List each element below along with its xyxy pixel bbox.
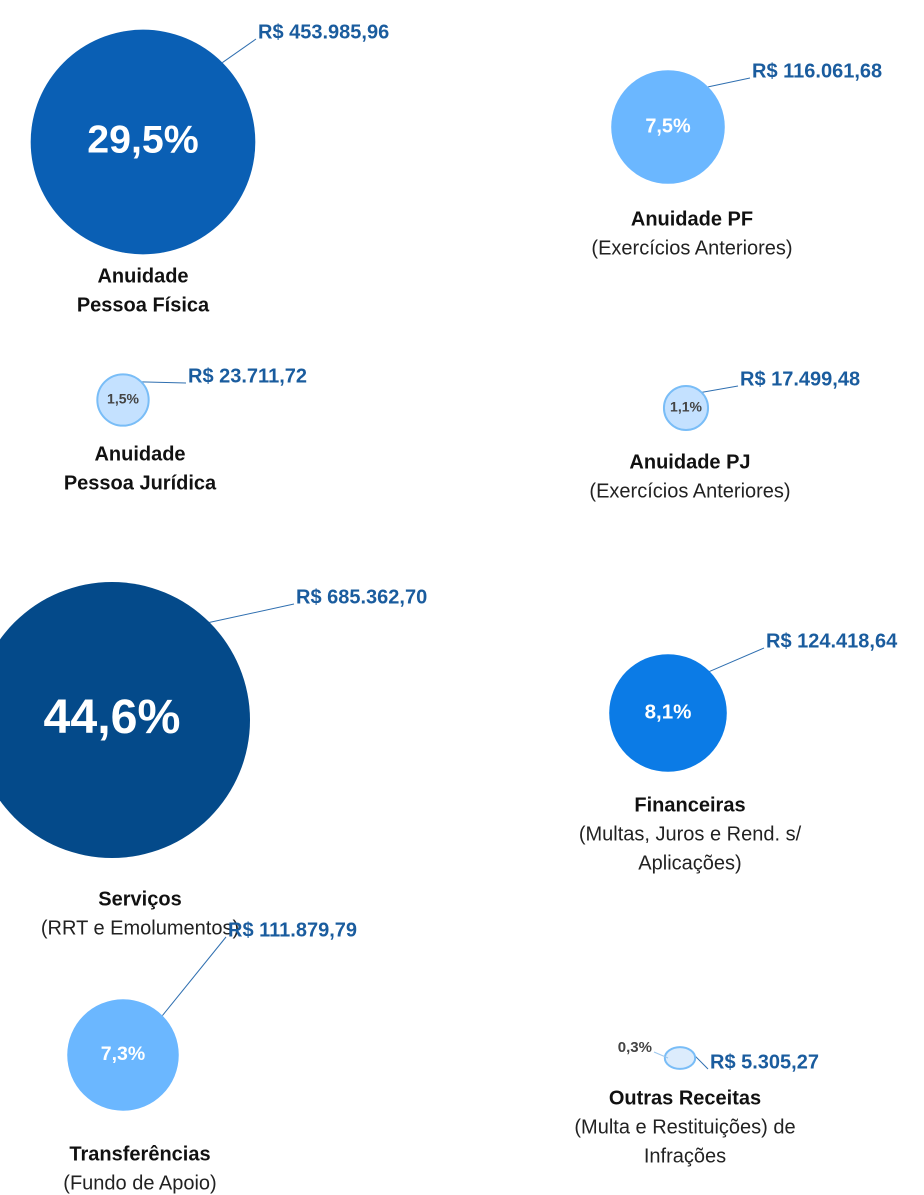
leader-line [701,385,739,393]
percentage-label: 1,1% [670,399,702,415]
category-detail: (Fundo de Apoio) [63,1172,216,1194]
percentage-label: 0,3% [618,1039,652,1056]
category-detail: (Exercícios Anteriores) [591,237,792,259]
leader-line [222,38,257,63]
leader-line [141,381,187,384]
category-detail: (Multas, Juros e Rend. s/ [579,823,802,845]
value-label: R$ 116.061,68 [752,60,882,82]
leader-line [162,936,227,1016]
leader-line [209,603,295,623]
category-label: Serviços [98,888,181,910]
bubble [96,373,150,427]
percentage-label: 7,3% [101,1043,145,1065]
leader-line [708,77,751,88]
value-label: R$ 124.418,64 [766,630,898,652]
bubble [67,999,179,1111]
category-label: Anuidade PF [631,208,753,230]
value-label: R$ 685.362,70 [296,586,427,608]
category-label: Pessoa Física [77,294,210,316]
category-label: Transferências [69,1143,210,1165]
category-label: Outras Receitas [609,1087,761,1109]
value-label: R$ 17.499,48 [740,368,860,390]
bubble [663,1046,697,1070]
category-detail: (RRT e Emolumentos) [41,917,239,939]
percentage-label: 8,1% [645,700,692,723]
bubble [662,384,710,432]
category-detail: (Exercícios Anteriores) [589,480,790,502]
category-label: Financeiras [634,794,745,816]
percentage-label: 44,6% [44,690,181,744]
percentage-label: 7,5% [645,115,691,137]
percentage-label: 29,5% [87,117,198,161]
category-label: Pessoa Jurídica [64,472,217,494]
category-label: Anuidade [97,265,188,287]
category-detail: Infrações [644,1145,726,1167]
leader-line [653,1051,669,1059]
bubble [611,70,725,184]
category-detail: (Multa e Restituições) de [574,1116,795,1138]
value-label: R$ 453.985,96 [258,21,389,43]
bubble [609,654,727,772]
bubble [0,582,250,858]
value-label: R$ 111.879,79 [228,919,357,941]
category-label: Anuidade PJ [629,451,750,473]
value-label: R$ 5.305,27 [710,1051,819,1073]
value-label: R$ 23.711,72 [188,365,307,387]
category-detail: Aplicações) [638,852,741,874]
percentage-label: 1,5% [107,391,139,407]
bubble [30,29,256,255]
category-label: Anuidade [94,443,185,465]
leader-line [709,647,765,672]
